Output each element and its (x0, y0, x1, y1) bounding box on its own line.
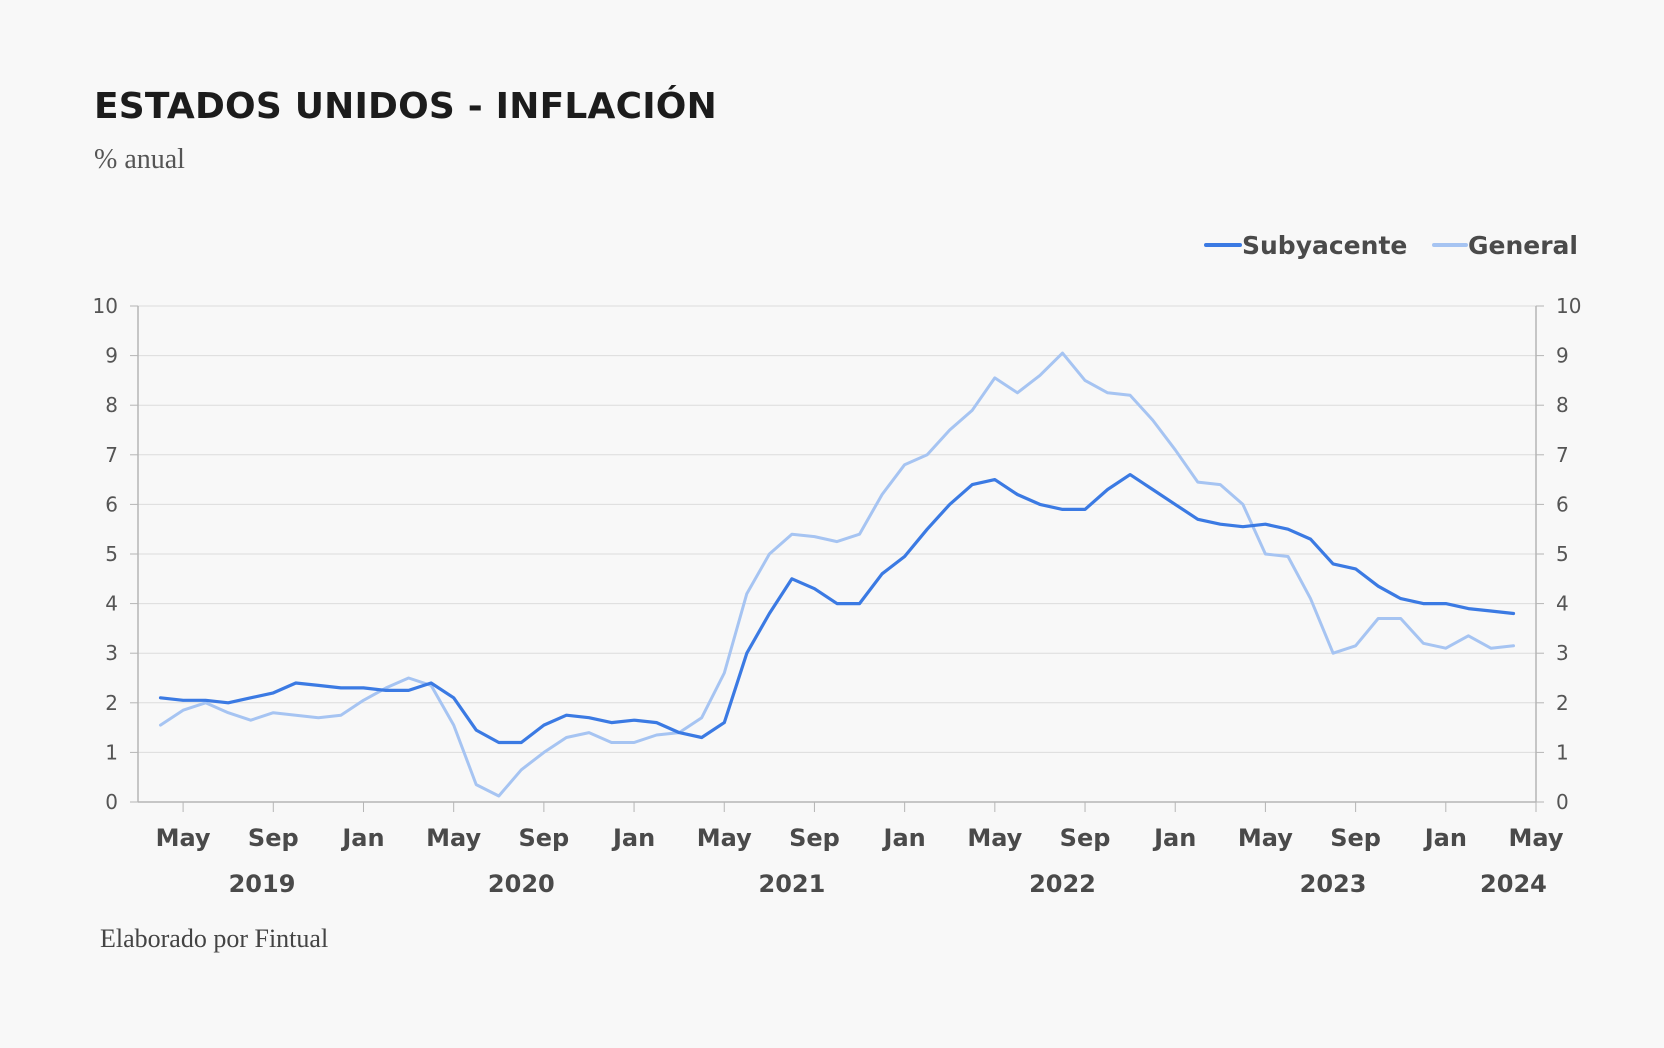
x-tick-label: Sep (1060, 824, 1111, 852)
y-tick-label-right-2: 2 (1556, 691, 1569, 715)
x-tick-label: May (697, 824, 752, 852)
y-tick-label-left-1: 1 (105, 740, 118, 764)
x-tick-label: May (426, 824, 481, 852)
x-year-label: 2022 (1029, 870, 1096, 898)
y-tick-label-left-9: 9 (105, 344, 118, 368)
x-tick-label: Jan (882, 824, 926, 852)
x-tick-label: May (967, 824, 1022, 852)
chart-title: ESTADOS UNIDOS - INFLACIÓN (94, 86, 717, 127)
y-tick-label-left-8: 8 (105, 393, 118, 417)
y-tick-label-left-7: 7 (105, 443, 118, 467)
x-tick-label: Sep (518, 824, 569, 852)
x-tick-label: May (1238, 824, 1293, 852)
chart-subtitle: % anual (94, 144, 185, 175)
series-line-general (159, 351, 1515, 798)
y-tick-label-left-6: 6 (105, 492, 118, 516)
x-tick-label: May (1509, 824, 1564, 852)
x-year-label: 2023 (1300, 870, 1367, 898)
x-year-label: 2024 (1480, 870, 1547, 898)
y-tick-label-right-3: 3 (1556, 641, 1569, 665)
x-tick-label: Jan (340, 824, 384, 852)
x-tick-label: Sep (248, 824, 299, 852)
x-tick-label: Sep (789, 824, 840, 852)
y-tick-label-left-3: 3 (105, 641, 118, 665)
x-tick-label: Jan (1423, 824, 1467, 852)
series-line-subyacente (158, 473, 1516, 745)
y-tick-label-right-5: 5 (1556, 542, 1569, 566)
y-tick-label-right-7: 7 (1556, 443, 1569, 467)
y-tick-label-right-8: 8 (1556, 393, 1569, 417)
x-year-label: 2021 (759, 870, 826, 898)
x-year-label: 2019 (229, 870, 296, 898)
y-tick-label-right-0: 0 (1556, 790, 1569, 814)
x-tick-label: Jan (1152, 824, 1196, 852)
footer-credit: Elaborado por Fintual (100, 924, 329, 953)
y-tick-label-left-2: 2 (105, 691, 118, 715)
y-tick-label-left-10: 10 (93, 294, 118, 318)
x-tick-label: Sep (1330, 824, 1381, 852)
y-tick-label-left-5: 5 (105, 542, 118, 566)
y-tick-label-right-1: 1 (1556, 740, 1569, 764)
y-tick-label-left-4: 4 (105, 592, 118, 616)
y-tick-label-right-9: 9 (1556, 344, 1569, 368)
legend-label-subyacente: Subyacente (1242, 231, 1407, 260)
y-tick-label-right-10: 10 (1556, 294, 1581, 318)
x-tick-label: Jan (611, 824, 655, 852)
y-tick-label-left-0: 0 (105, 790, 118, 814)
y-tick-label-right-4: 4 (1556, 592, 1569, 616)
legend-label-general: General (1468, 231, 1578, 260)
x-tick-label: May (156, 824, 211, 852)
x-year-label: 2020 (488, 870, 555, 898)
y-tick-label-right-6: 6 (1556, 492, 1569, 516)
